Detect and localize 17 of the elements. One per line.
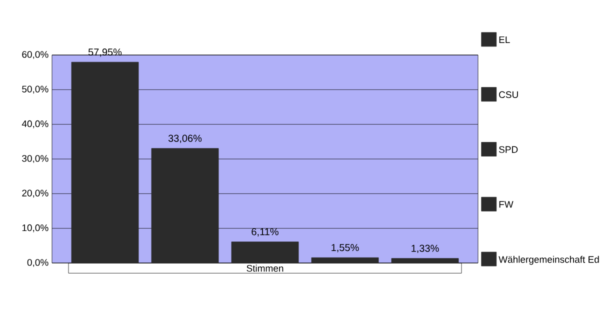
data-label: 1,55% [332,244,359,252]
y-tick-label: 60,0% [22,51,48,59]
legend-label: Wählergemeinschaft Ed [498,256,599,265]
y-tick-label: 50,0% [22,86,48,94]
y-tick-label: 0,0% [27,259,48,267]
x-tick-label: Stimmen [246,264,284,272]
data-label: 33,06% [168,134,202,144]
data-label: 6,11% [252,228,278,236]
legend-label: FW [499,201,514,208]
legend-label: EL [499,36,510,43]
y-tick-label: 40,0% [22,120,48,128]
legend-label: SPD [499,146,518,153]
y-tick-label: 30,0% [22,155,48,163]
legend-label: CSU [499,91,518,98]
data-label: 1,33% [412,244,439,254]
y-tick-label: 20,0% [22,190,48,198]
y-tick-label: 10,0% [22,224,48,232]
